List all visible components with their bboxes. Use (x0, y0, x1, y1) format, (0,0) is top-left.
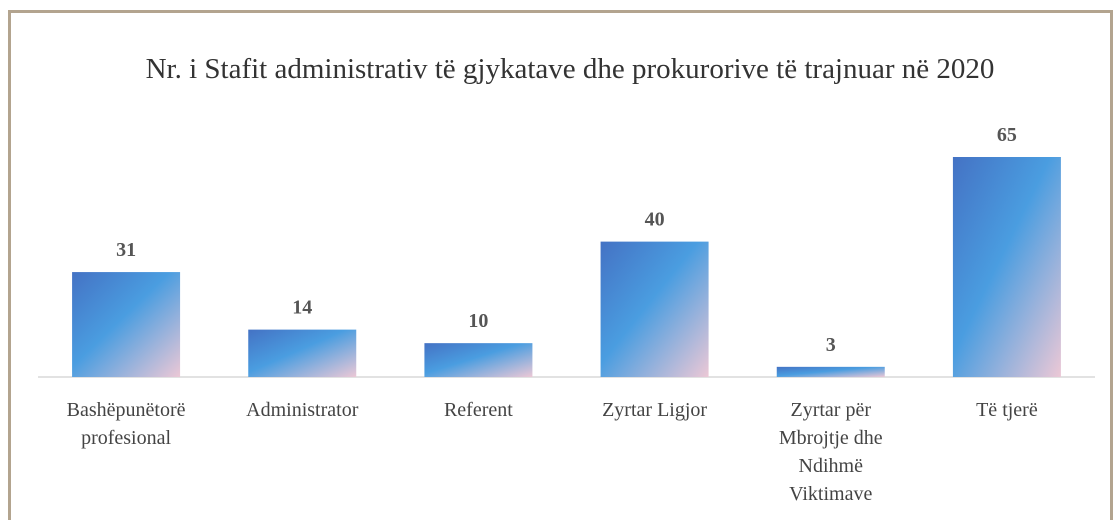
bar (248, 329, 357, 377)
value-label: 10 (468, 310, 488, 332)
x-tick-label: Të tjerë (976, 399, 1038, 421)
value-label: 40 (645, 209, 665, 231)
bar (424, 343, 533, 377)
value-label: 14 (292, 297, 312, 319)
bar (600, 241, 709, 377)
x-tick-label: Zyrtar për Mbrojtje dhe Ndihmë Viktimave (778, 399, 883, 505)
value-label: 65 (997, 124, 1017, 146)
x-tick-label: Referent (443, 399, 513, 421)
value-label: 31 (116, 239, 136, 261)
x-tick-label: Bashëpunëtorë profesional (66, 399, 186, 449)
x-tick-label: Administrator (246, 399, 359, 421)
frame (8, 10, 1113, 520)
bar (952, 157, 1061, 377)
x-tick-label: Zyrtar Ligjor (602, 399, 708, 421)
chart-title: Nr. i Stafit administrativ të gjykatave … (145, 53, 995, 85)
value-label: 3 (826, 334, 836, 356)
bar (72, 272, 181, 377)
bar (776, 366, 885, 377)
